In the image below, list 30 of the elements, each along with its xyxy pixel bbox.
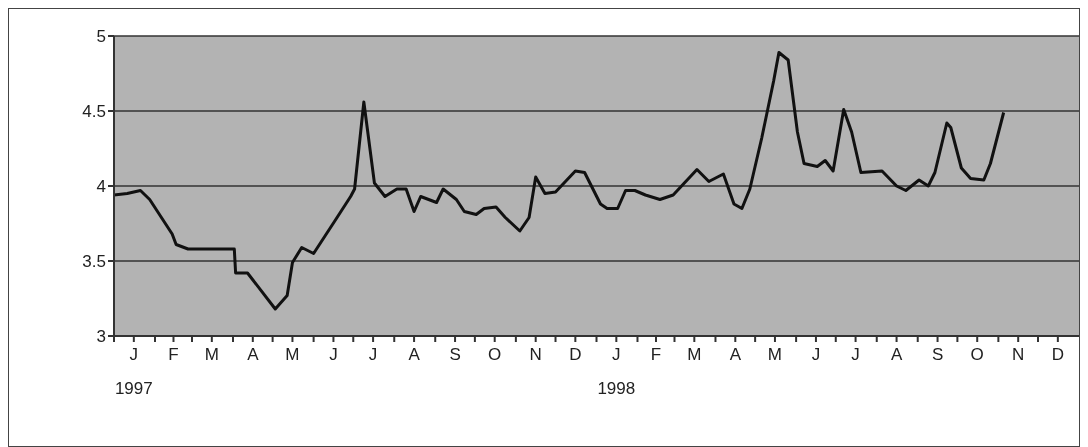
x-tick-label: O xyxy=(970,345,984,364)
x-tick-label: J xyxy=(368,345,378,364)
y-tick-label: 4.5 xyxy=(82,102,106,122)
x-tick-label: S xyxy=(449,345,461,364)
y-tick-label: 5 xyxy=(96,27,106,47)
line-series xyxy=(114,51,1006,311)
x-tick-label: J 1998 xyxy=(597,345,636,398)
x-tick-label: N xyxy=(1012,345,1025,364)
x-tick-label: M xyxy=(767,345,783,364)
y-tick-label: 3 xyxy=(96,327,106,347)
x-tick-label: A xyxy=(890,345,903,364)
x-tick-label: F xyxy=(168,345,179,364)
x-tick-label: J xyxy=(329,345,338,364)
x-tick-label: O xyxy=(488,345,502,364)
x-tick-label: D xyxy=(569,345,582,364)
x-tick-label: N xyxy=(529,345,542,364)
x-tick-label: A xyxy=(729,345,742,364)
x-tick-label: J 1997 xyxy=(114,345,153,398)
x-tick-label: M xyxy=(285,345,300,364)
x-tick-label: D xyxy=(1051,345,1064,364)
x-tick-label: J xyxy=(851,345,860,364)
x-tick-label: M xyxy=(204,345,219,364)
x-tick-label: J xyxy=(811,345,821,364)
x-tick-label: S xyxy=(931,345,944,364)
x-tick-label: M xyxy=(687,345,702,364)
y-tick-label: 3.5 xyxy=(82,252,106,272)
x-tick-label: F xyxy=(650,345,662,364)
x-tick-label: A xyxy=(408,345,421,364)
x-tick-label: A xyxy=(247,345,260,364)
y-tick-label: 4 xyxy=(96,177,106,197)
